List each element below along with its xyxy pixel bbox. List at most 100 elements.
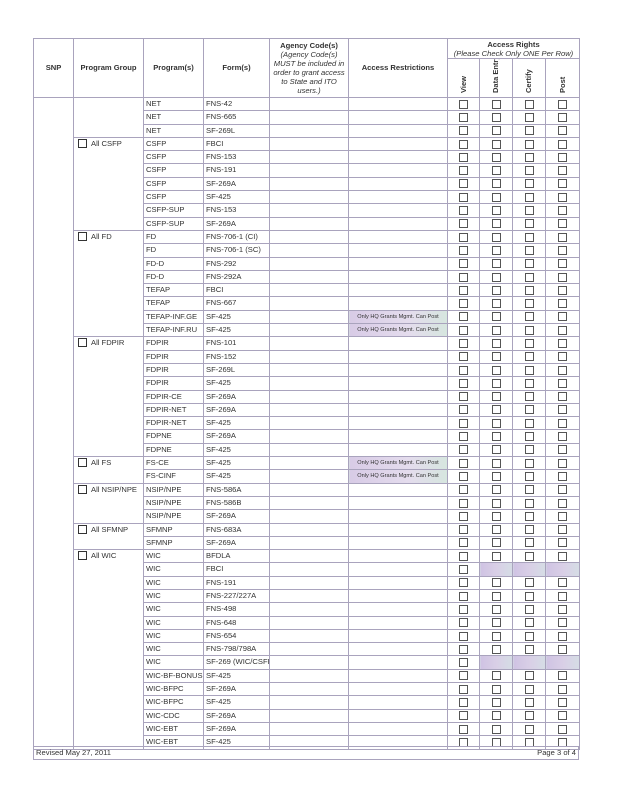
view-checkbox[interactable] (459, 405, 468, 415)
certify-checkbox[interactable] (524, 471, 534, 481)
select-all-checkbox[interactable] (78, 338, 87, 348)
data-entry-checkbox[interactable] (491, 206, 501, 216)
agency-code-input[interactable] (269, 402, 349, 418)
agency-code-input[interactable] (269, 336, 349, 351)
agency-code-input[interactable] (269, 482, 349, 497)
select-all-checkbox[interactable] (78, 458, 87, 468)
view-checkbox[interactable] (459, 259, 468, 269)
agency-code-input[interactable] (269, 256, 349, 271)
post-checkbox[interactable] (558, 405, 567, 415)
view-checkbox[interactable] (459, 126, 468, 136)
post-checkbox[interactable] (558, 578, 567, 588)
view-checkbox[interactable] (459, 312, 468, 322)
view-checkbox[interactable] (459, 511, 468, 521)
data-entry-checkbox[interactable] (491, 445, 501, 455)
agency-code-input[interactable] (269, 642, 349, 657)
certify-checkbox[interactable] (524, 365, 534, 375)
agency-code-input[interactable] (269, 349, 349, 364)
post-checkbox[interactable] (558, 471, 567, 481)
post-checkbox[interactable] (558, 711, 567, 721)
data-entry-checkbox[interactable] (491, 724, 501, 734)
view-checkbox[interactable] (459, 671, 468, 681)
view-checkbox[interactable] (459, 631, 468, 641)
certify-checkbox[interactable] (524, 312, 534, 322)
agency-code-input[interactable] (269, 216, 349, 231)
agency-code-input[interactable] (269, 429, 349, 444)
certify-checkbox[interactable] (524, 684, 534, 694)
view-checkbox[interactable] (459, 418, 468, 428)
post-checkbox[interactable] (558, 166, 567, 176)
post-checkbox[interactable] (558, 498, 567, 508)
data-entry-checkbox[interactable] (491, 604, 501, 614)
post-checkbox[interactable] (558, 259, 567, 269)
certify-checkbox[interactable] (524, 338, 534, 348)
agency-code-input[interactable] (269, 110, 349, 125)
certify-checkbox[interactable] (524, 458, 534, 468)
view-checkbox[interactable] (459, 378, 468, 388)
agency-code-input[interactable] (269, 615, 349, 630)
certify-checkbox[interactable] (524, 206, 534, 216)
view-checkbox[interactable] (459, 485, 468, 495)
data-entry-checkbox[interactable] (491, 618, 501, 628)
data-entry-checkbox[interactable] (491, 152, 501, 162)
agency-code-input[interactable] (269, 495, 349, 511)
agency-code-input[interactable] (269, 362, 349, 378)
data-entry-checkbox[interactable] (491, 299, 501, 309)
certify-checkbox[interactable] (524, 245, 534, 255)
certify-checkbox[interactable] (524, 352, 534, 362)
view-checkbox[interactable] (459, 232, 468, 242)
agency-code-input[interactable] (269, 588, 349, 604)
post-checkbox[interactable] (558, 684, 567, 694)
view-checkbox[interactable] (459, 551, 468, 561)
certify-checkbox[interactable] (524, 644, 534, 654)
view-checkbox[interactable] (459, 525, 468, 535)
post-checkbox[interactable] (558, 432, 567, 442)
data-entry-checkbox[interactable] (491, 711, 501, 721)
agency-code-input[interactable] (269, 389, 349, 404)
agency-code-input[interactable] (269, 176, 349, 192)
certify-checkbox[interactable] (524, 432, 534, 442)
view-checkbox[interactable] (459, 565, 468, 575)
post-checkbox[interactable] (558, 604, 567, 614)
agency-code-input[interactable] (269, 136, 349, 152)
view-checkbox[interactable] (459, 152, 468, 162)
post-checkbox[interactable] (558, 698, 567, 707)
post-checkbox[interactable] (558, 192, 567, 202)
certify-checkbox[interactable] (524, 259, 534, 269)
certify-checkbox[interactable] (524, 166, 534, 176)
view-checkbox[interactable] (459, 458, 468, 468)
select-all-checkbox[interactable] (78, 231, 87, 241)
post-checkbox[interactable] (558, 631, 567, 641)
view-checkbox[interactable] (459, 432, 468, 442)
view-checkbox[interactable] (459, 471, 468, 481)
data-entry-checkbox[interactable] (491, 471, 501, 481)
certify-checkbox[interactable] (524, 126, 534, 136)
view-checkbox[interactable] (459, 166, 468, 176)
certify-checkbox[interactable] (524, 578, 534, 588)
certify-checkbox[interactable] (524, 325, 534, 335)
certify-checkbox[interactable] (524, 99, 534, 109)
agency-code-input[interactable] (269, 602, 349, 617)
certify-checkbox[interactable] (524, 445, 534, 455)
view-checkbox[interactable] (459, 445, 468, 455)
post-checkbox[interactable] (558, 445, 567, 455)
post-checkbox[interactable] (558, 179, 567, 189)
agency-code-input[interactable] (269, 456, 349, 471)
post-checkbox[interactable] (558, 352, 567, 362)
agency-code-input[interactable] (269, 721, 349, 737)
data-entry-checkbox[interactable] (491, 538, 501, 548)
agency-code-input[interactable] (269, 203, 349, 218)
select-all-checkbox[interactable] (78, 138, 87, 148)
agency-code-input[interactable] (269, 309, 349, 325)
post-checkbox[interactable] (558, 392, 567, 402)
view-checkbox[interactable] (459, 245, 468, 255)
data-entry-checkbox[interactable] (491, 644, 501, 654)
certify-checkbox[interactable] (524, 272, 534, 282)
view-checkbox[interactable] (459, 365, 468, 375)
view-checkbox[interactable] (459, 299, 468, 309)
certify-checkbox[interactable] (524, 525, 534, 535)
data-entry-checkbox[interactable] (491, 405, 501, 415)
data-entry-checkbox[interactable] (491, 285, 501, 295)
select-all-checkbox[interactable] (78, 551, 87, 561)
agency-code-input[interactable] (269, 150, 349, 165)
